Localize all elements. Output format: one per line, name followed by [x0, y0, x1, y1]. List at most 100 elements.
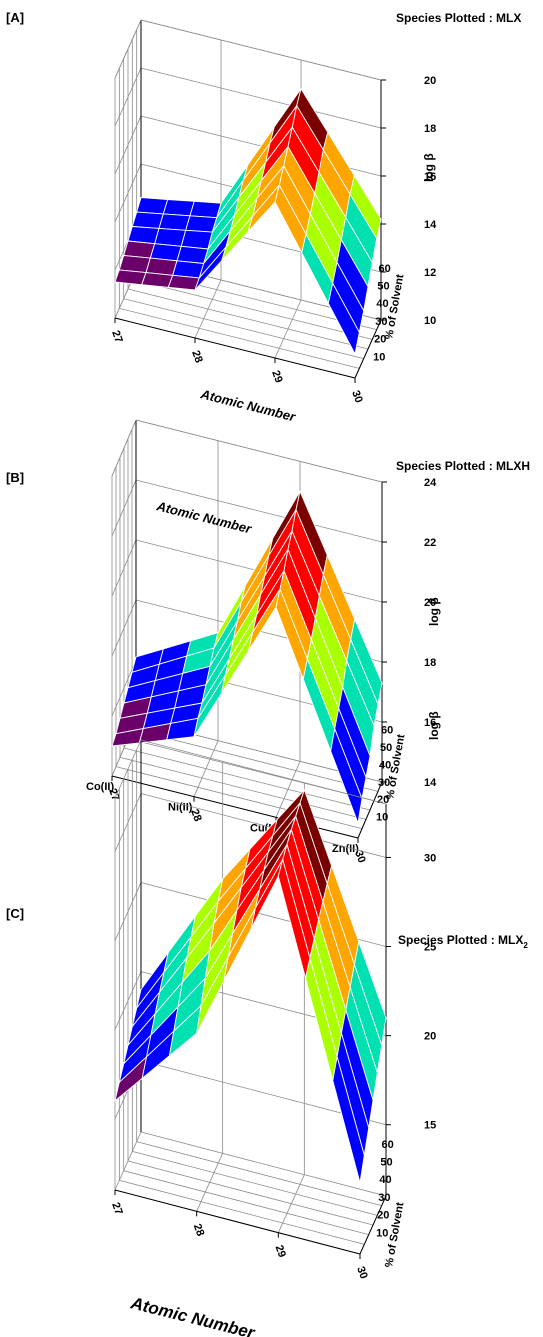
- grid-line: [119, 307, 360, 369]
- panel-b-species-label: Species Plotted : MLXH: [396, 459, 530, 473]
- z-tick-label: 10: [424, 315, 436, 327]
- y-tick-label: 10: [376, 812, 388, 824]
- y-tick-label: 50: [380, 1157, 392, 1169]
- grid-line: [114, 971, 142, 1030]
- x-tick-metal-label: Ni(II): [168, 802, 193, 814]
- x-tick-label: 30: [354, 1265, 369, 1281]
- surface-patch: [162, 199, 195, 217]
- panel-a-tag: [A]: [6, 10, 24, 25]
- y-tick-label: 40: [379, 759, 391, 771]
- panel-b-ticks: 27Co(II)28Ni(II)29Cu(II)30Zn(II)10203040…: [86, 477, 437, 865]
- z-tick-label: 24: [424, 477, 437, 489]
- grid-line: [114, 163, 142, 223]
- y-tick-label: 10: [376, 1227, 388, 1239]
- y-tick-label: 30: [378, 777, 390, 789]
- y-axis-line: [357, 781, 383, 839]
- surface-patch: [332, 1056, 365, 1184]
- x-tick-label: 28: [189, 349, 204, 365]
- surface-patch: [180, 229, 213, 250]
- z-tick-label: 15: [424, 1120, 436, 1132]
- panel-b-z-axis-label: log β: [427, 597, 441, 626]
- panel-c-species-label: Species Plotted : MLX2: [398, 933, 528, 950]
- grid-line: [140, 19, 382, 81]
- panel-a-ticks: 27 28 29 30 10 20 30 40 50 60 10 12 14 16 18 20: [109, 75, 437, 405]
- y-axis-line: [354, 319, 382, 379]
- grid-line: [114, 793, 142, 852]
- z-tick-label: 20: [424, 1031, 436, 1043]
- grid-line: [132, 1150, 378, 1216]
- surface-patch: [185, 215, 218, 233]
- z-tick-label: 25: [424, 942, 436, 954]
- x-tick-label: 30: [352, 849, 367, 865]
- panel-a-species-label: Species Plotted : MLX: [396, 11, 521, 25]
- grid-line: [111, 659, 137, 717]
- panel-c-surface: [114, 789, 387, 1184]
- panel-a: [A] Species Plotted : MLX 27 28 29 30 10 20 30…: [6, 10, 521, 425]
- grid-line: [111, 479, 137, 537]
- z-tick-label: 20: [424, 597, 436, 609]
- y-tick-label: 60: [382, 1139, 394, 1151]
- x-tick-label: 28: [188, 808, 203, 824]
- z-tick-label: 30: [424, 852, 436, 864]
- panel-c-tag: [C]: [6, 906, 24, 921]
- surface-patch: [114, 269, 147, 286]
- panel-a-x-axis-label: Atomic Number: [198, 386, 297, 424]
- grid-line: [114, 882, 142, 941]
- y-tick-label: 60: [381, 725, 393, 737]
- y-tick-label: 40: [379, 1174, 391, 1186]
- surface-patch: [167, 274, 200, 291]
- x-tick-label: 27: [109, 1201, 124, 1217]
- x-tick-label: 29: [273, 1244, 288, 1260]
- y-tick-label: 20: [377, 1210, 389, 1222]
- panel-a-z-axis-label: log β: [422, 153, 436, 182]
- grid-line: [114, 115, 142, 175]
- y-axis-line: [359, 1195, 387, 1255]
- grid-line: [127, 1160, 374, 1226]
- grid-line: [135, 479, 383, 543]
- x-tick-label: 27: [109, 329, 124, 345]
- z-tick-label: 14: [424, 219, 437, 231]
- x-axis-line: [114, 1189, 361, 1255]
- y-tick-label: 50: [377, 281, 389, 293]
- x-axis-line: [111, 775, 359, 839]
- panel-b-x-axis-label: Atomic Number: [154, 498, 253, 536]
- surface-patch: [189, 200, 222, 219]
- grid-line: [135, 419, 383, 483]
- x-tick-label: 29: [269, 369, 284, 385]
- z-tick-label: 16: [424, 171, 436, 183]
- surface-patch: [131, 211, 164, 229]
- grid-line: [119, 756, 367, 820]
- x-tick-metal-label: Co(II): [86, 781, 114, 793]
- z-tick-label: 22: [424, 537, 436, 549]
- grid-line: [119, 1179, 365, 1245]
- panel-c: [C] Species Plotted : MLX2 27 28 29 30 10 20 3…: [6, 711, 528, 1337]
- x-tick-metal-label: Zn(II): [332, 843, 359, 855]
- panel-c-z-axis-label: log β: [427, 711, 441, 740]
- z-tick-label: 18: [424, 657, 436, 669]
- grid-line: [140, 793, 387, 858]
- grid-line: [140, 739, 387, 805]
- surface-patch: [327, 282, 360, 355]
- grid-line: [123, 1170, 369, 1236]
- z-tick-label: 20: [424, 75, 436, 87]
- y-tick-label: 50: [380, 742, 392, 754]
- y-tick-label: 20: [377, 794, 389, 806]
- y-tick-label: 30: [378, 1192, 390, 1204]
- grid-line: [132, 278, 373, 340]
- grid-line: [140, 1131, 387, 1197]
- panel-a-surface: [114, 88, 382, 355]
- surface-patch: [141, 272, 174, 288]
- y-tick-label: 20: [374, 334, 386, 346]
- panel-c-ticks: 27 28 29 30 10 20 30 40 50 60 15 20 25 30: [109, 852, 436, 1280]
- surface-patch: [154, 227, 187, 247]
- grid-line: [140, 67, 382, 129]
- grid-line: [127, 288, 369, 350]
- surface-patch: [158, 213, 191, 231]
- grid-line: [114, 67, 142, 127]
- x-tick-label: 30: [349, 389, 364, 405]
- x-tick-label: 28: [191, 1222, 206, 1238]
- y-tick-label: 60: [379, 263, 391, 275]
- grid-line: [114, 739, 142, 799]
- y-tick-label: 30: [375, 316, 387, 328]
